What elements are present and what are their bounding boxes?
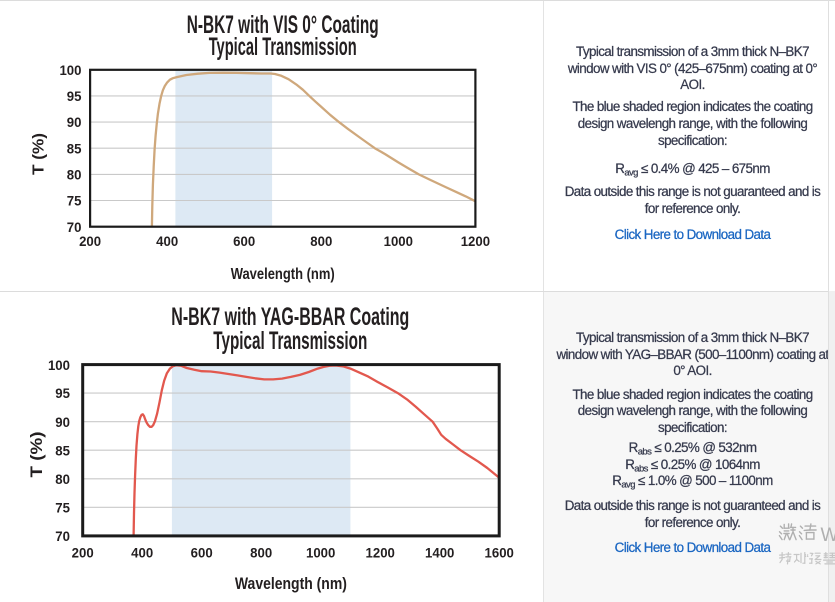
svg-text:800: 800 bbox=[310, 234, 332, 250]
svg-text:95: 95 bbox=[67, 89, 82, 105]
svg-text:90: 90 bbox=[67, 115, 82, 131]
svg-text:600: 600 bbox=[191, 545, 213, 561]
svg-text:200: 200 bbox=[79, 234, 101, 250]
svg-text:800: 800 bbox=[250, 545, 272, 561]
svg-text:90: 90 bbox=[55, 414, 70, 430]
svg-text:200: 200 bbox=[72, 545, 94, 561]
svg-text:600: 600 bbox=[233, 234, 255, 250]
svg-text:1400: 1400 bbox=[425, 545, 455, 561]
svg-text:1000: 1000 bbox=[384, 234, 414, 250]
svg-text:100: 100 bbox=[48, 357, 70, 373]
svg-text:70: 70 bbox=[55, 529, 70, 545]
svg-text:Typical Transmission: Typical Transmission bbox=[213, 327, 367, 355]
svg-text:T (%): T (%) bbox=[31, 133, 48, 175]
svg-text:N-BK7 with YAG-BBAR Coating: N-BK7 with YAG-BBAR Coating bbox=[171, 303, 409, 331]
svg-text:95: 95 bbox=[55, 386, 70, 402]
svg-text:Wavelength (nm): Wavelength (nm) bbox=[235, 575, 347, 593]
svg-text:1200: 1200 bbox=[366, 545, 396, 561]
svg-text:85: 85 bbox=[67, 141, 82, 157]
svg-text:100: 100 bbox=[59, 63, 81, 79]
svg-text:1600: 1600 bbox=[485, 545, 515, 561]
svg-text:T (%): T (%) bbox=[28, 432, 46, 478]
svg-text:70: 70 bbox=[67, 219, 82, 235]
svg-text:80: 80 bbox=[55, 472, 70, 488]
svg-text:85: 85 bbox=[55, 443, 70, 459]
svg-text:1000: 1000 bbox=[306, 545, 336, 561]
svg-text:Wavelength (nm): Wavelength (nm) bbox=[231, 266, 335, 283]
svg-text:400: 400 bbox=[156, 234, 178, 250]
svg-text:400: 400 bbox=[131, 545, 153, 561]
svg-text:80: 80 bbox=[67, 167, 82, 183]
svg-text:75: 75 bbox=[55, 500, 70, 516]
svg-text:Typical Transmission: Typical Transmission bbox=[209, 33, 357, 61]
svg-text:75: 75 bbox=[67, 193, 82, 209]
svg-text:1200: 1200 bbox=[461, 234, 491, 250]
svg-text:N-BK7 with VIS 0° Coating: N-BK7 with VIS 0° Coating bbox=[187, 11, 379, 39]
